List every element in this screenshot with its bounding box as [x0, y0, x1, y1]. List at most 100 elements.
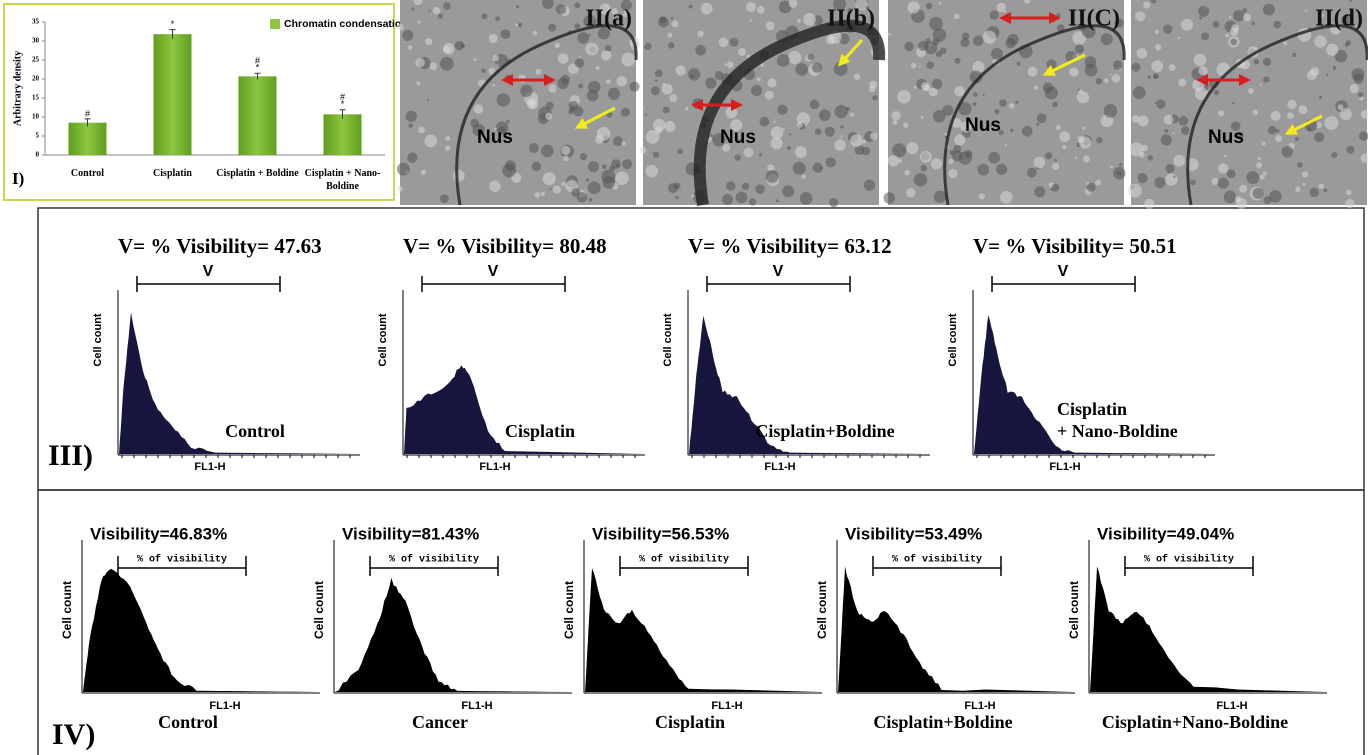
texture [453, 170, 465, 182]
texture [1028, 67, 1038, 77]
texture [954, 58, 960, 64]
texture [918, 41, 928, 51]
texture [1305, 10, 1307, 12]
texture [1345, 199, 1354, 208]
gate-label: % of visibility [137, 554, 227, 566]
texture [1144, 199, 1154, 209]
texture [864, 180, 875, 191]
texture [767, 78, 776, 87]
texture [1273, 21, 1281, 29]
texture [1218, 110, 1224, 116]
texture [568, 110, 573, 115]
texture [675, 65, 685, 75]
texture [701, 3, 713, 15]
texture [474, 104, 483, 113]
texture [1243, 14, 1251, 22]
texture [760, 117, 770, 127]
texture [561, 182, 565, 186]
histogram-shape [335, 578, 570, 692]
texture [727, 61, 734, 68]
texture [1000, 191, 1013, 204]
texture [548, 24, 556, 32]
texture [782, 128, 784, 130]
texture [1141, 145, 1148, 152]
texture [622, 159, 632, 169]
texture [408, 45, 412, 49]
texture [921, 82, 929, 90]
texture [854, 73, 860, 79]
texture [751, 85, 762, 96]
texture [621, 108, 630, 117]
figure: 05101520253035Arbitrary densityI)Chromat… [0, 0, 1368, 755]
texture [757, 77, 761, 81]
legend-label: Chromatin condensation [284, 18, 408, 30]
texture [1084, 56, 1096, 68]
texture [689, 5, 693, 9]
y-axis-label: Cell count [815, 581, 829, 639]
texture [771, 126, 784, 139]
texture [1078, 89, 1080, 91]
texture [602, 165, 606, 169]
texture [659, 16, 666, 23]
histogram-title: V= % Visibility= 63.12 [688, 234, 892, 258]
texture [1281, 146, 1293, 158]
texture [543, 172, 556, 185]
histogram-title: V= % Visibility= 80.48 [403, 234, 607, 258]
texture [904, 42, 914, 52]
texture [597, 127, 611, 141]
texture [417, 21, 420, 24]
texture [1319, 96, 1322, 99]
x-axis-label: FL1-H [964, 700, 995, 712]
texture [903, 122, 908, 127]
texture [589, 198, 593, 202]
texture [430, 62, 438, 70]
texture [1199, 16, 1202, 19]
texture [1268, 126, 1277, 135]
texture [1314, 132, 1324, 142]
texture [1101, 33, 1113, 45]
texture [1027, 168, 1037, 178]
group-name: Cisplatin+Boldine [873, 712, 1012, 732]
texture [840, 136, 842, 138]
micrograph: II(C)Nus [884, 0, 1126, 205]
texture [797, 122, 803, 128]
texture [810, 100, 820, 110]
texture [1161, 134, 1172, 145]
texture [999, 99, 1007, 107]
texture [1263, 4, 1275, 16]
group-name: Cisplatin+Nano-Boldine [1102, 712, 1288, 732]
texture [548, 84, 557, 93]
micrograph: II(b)Nus [640, 0, 883, 207]
texture [1260, 175, 1265, 180]
texture [1133, 86, 1146, 99]
texture [1262, 142, 1266, 146]
texture [697, 31, 703, 37]
x-axis-label: FL1-H [209, 700, 240, 712]
texture [1083, 156, 1090, 163]
texture [1043, 82, 1054, 93]
texture [800, 192, 813, 205]
texture [613, 136, 623, 146]
texture [921, 165, 928, 172]
texture [569, 101, 578, 110]
texture [529, 143, 539, 153]
texture [473, 58, 476, 61]
texture [1295, 137, 1299, 141]
texture [736, 192, 748, 204]
texture [934, 190, 947, 203]
texture [616, 76, 626, 86]
texture [926, 3, 933, 10]
texture [651, 86, 660, 95]
x-tick-label: Control [45, 167, 131, 180]
texture [846, 107, 850, 111]
texture [870, 132, 877, 139]
texture [936, 51, 942, 57]
texture [777, 54, 790, 67]
texture [402, 30, 413, 41]
texture [1128, 184, 1142, 198]
histogram-title: Visibility=53.49% [845, 524, 982, 543]
texture [433, 7, 441, 15]
texture [630, 82, 640, 92]
texture [1233, 10, 1245, 22]
texture [893, 120, 898, 125]
